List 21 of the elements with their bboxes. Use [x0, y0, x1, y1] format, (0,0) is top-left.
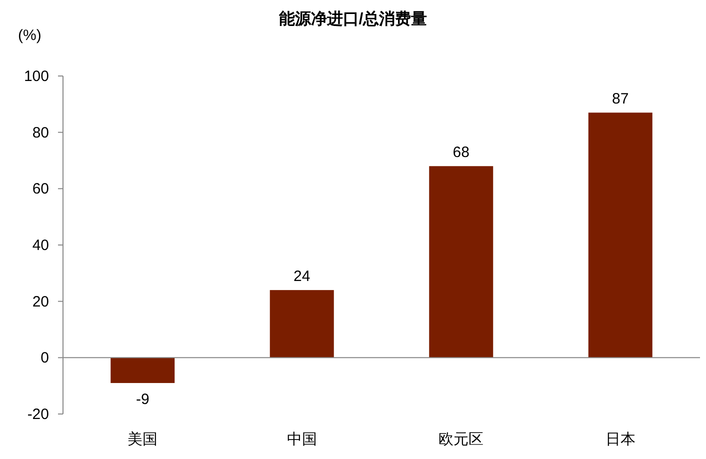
data-label: -9 [136, 391, 150, 408]
chart-title: 能源净进口/总消费量 [278, 10, 428, 28]
y-tick-label: 0 [40, 350, 49, 367]
y-tick-label: 60 [32, 180, 49, 198]
y-tick-label: 80 [32, 124, 49, 142]
y-axis-title: (%) [18, 27, 42, 44]
y-tick-label: 100 [24, 68, 49, 85]
data-label: 68 [452, 144, 470, 162]
bar [270, 290, 334, 358]
bar [429, 166, 494, 358]
x-tick-label: 日本 [605, 431, 636, 448]
x-tick-label: 美国 [128, 431, 158, 448]
y-tick-label: 40 [32, 237, 49, 254]
bar [110, 358, 175, 384]
x-tick-label: 中国 [286, 431, 317, 448]
data-label: 24 [294, 268, 310, 286]
y-tick-label: -20 [27, 406, 49, 423]
bar [588, 112, 652, 358]
y-tick-label: 20 [32, 293, 49, 310]
data-label: 87 [612, 90, 629, 108]
x-tick-label: 欧元区 [438, 431, 484, 448]
